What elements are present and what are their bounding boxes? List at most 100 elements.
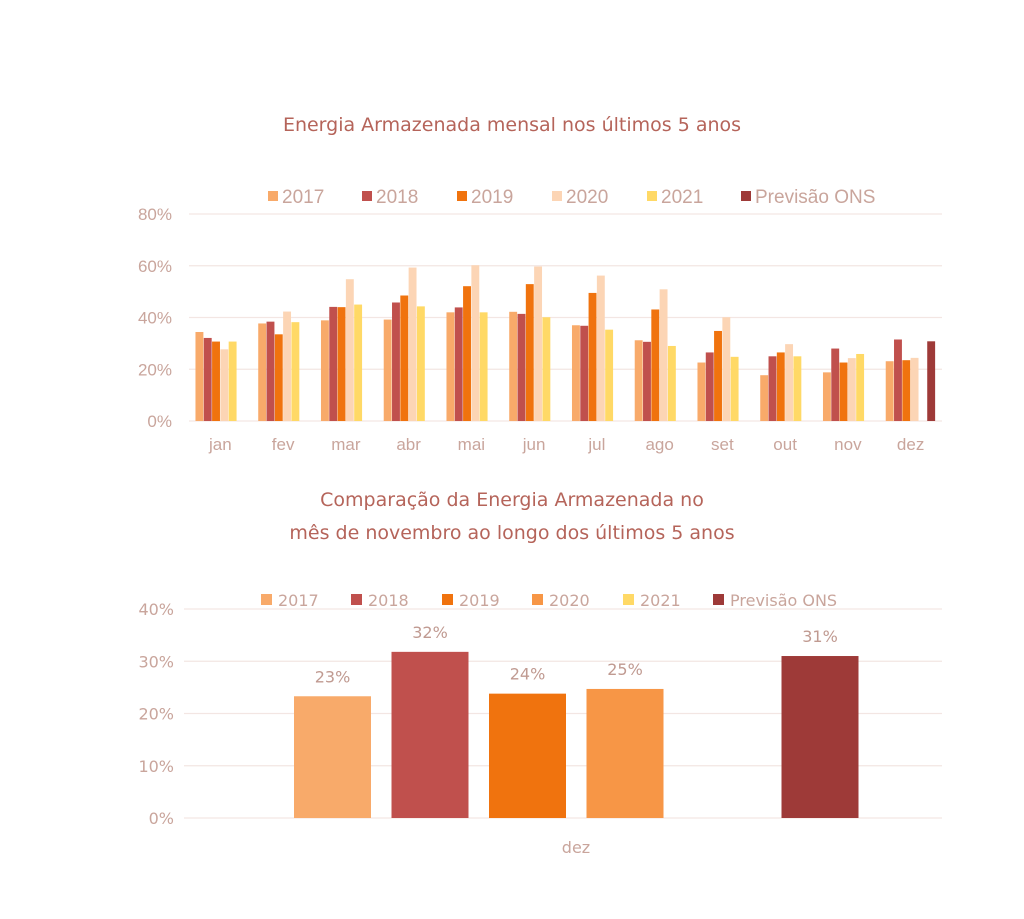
bar-2020-nov (847, 358, 856, 421)
legend-label: 2020 (566, 187, 608, 208)
y-tick-label: 30% (138, 652, 174, 671)
legend-label: Previsão ONS (730, 591, 837, 610)
bar-2020-ago (659, 289, 668, 421)
bar-2018-out (768, 356, 777, 421)
bar-2021-ago (667, 345, 676, 421)
bar-2021-set (730, 356, 739, 421)
legend-swatch (261, 594, 272, 605)
bar-2021-mar (354, 304, 363, 421)
comparison-chart: Comparação da Energia Armazenada no mês … (138, 489, 942, 857)
bar-2019-jan (212, 341, 220, 421)
comparison-chart-data-labels: 23% 32% 24% 25% 31% (315, 623, 838, 686)
bar-2020-mai (471, 265, 480, 421)
bar-2021-out (793, 356, 802, 421)
legend-item-2017: 2017 (261, 591, 319, 610)
bar-2021-nov (856, 353, 865, 421)
legend-item-2021: 2021 (647, 187, 703, 208)
y-tick-label: 20% (138, 705, 174, 724)
x-tick-label: dez (562, 838, 590, 857)
bar-2020-dez (910, 357, 919, 421)
x-tick-label: dez (897, 435, 924, 454)
bar-2018-jul (580, 325, 589, 421)
bar-2019-ago (651, 309, 660, 421)
y-tick-label: 0% (149, 809, 174, 828)
legend-item-2017: 2017 (268, 187, 324, 208)
legend-item-2020: 2020 (552, 187, 608, 208)
x-tick-label: fev (272, 435, 295, 454)
bar-2017-dez (885, 361, 894, 421)
legend-swatch (623, 594, 634, 605)
monthly-chart-gridlines (189, 213, 942, 422)
bar-2017-out (760, 375, 769, 421)
bar-2021-mai (479, 312, 488, 421)
bar-2017-mar (320, 320, 329, 421)
x-tick-label: mai (458, 435, 485, 454)
monthly-chart-title: Energia Armazenada mensal nos últimos 5 … (283, 114, 741, 136)
data-label-2019: 24% (510, 665, 546, 684)
legend-item-previs-o-ons: Previsão ONS (741, 187, 875, 208)
bar-2019 (489, 693, 566, 818)
monthly-chart-bars (195, 265, 936, 421)
data-label-previs-o-ons: 31% (802, 627, 838, 646)
bar-2021-jun (542, 317, 551, 421)
legend-label: 2019 (471, 187, 513, 208)
bar-2020-jul (596, 275, 605, 421)
bar-2020-mar (345, 279, 354, 421)
legend-swatch (532, 594, 543, 605)
bar-2017-mai (446, 312, 455, 421)
bar-2019-mai (463, 286, 471, 421)
comparison-chart-legend: 2017 2018 2019 2020 2021 Previsão ONS (261, 591, 837, 610)
comparison-chart-x-axis: dez (562, 838, 590, 857)
x-tick-label: nov (834, 435, 862, 454)
y-tick-label: 60% (138, 257, 172, 276)
bar-previs-o-ons (781, 656, 859, 818)
legend-label: 2019 (459, 591, 500, 610)
legend-label: 2018 (376, 187, 418, 208)
bar-2019-jul (588, 292, 597, 421)
bar-2021-jul (605, 329, 614, 421)
bar-2018-mai (454, 307, 463, 421)
bar-2020-out (785, 344, 794, 421)
monthly-chart-legend: 2017 2018 2019 2020 2021 Previsão ONS (268, 187, 875, 208)
x-tick-label: jul (587, 435, 605, 454)
legend-item-2019: 2019 (442, 591, 500, 610)
legend-item-2021: 2021 (623, 591, 681, 610)
legend-swatch (552, 191, 562, 201)
bar-2017-set (697, 362, 706, 421)
y-tick-label: 20% (138, 360, 172, 379)
legend-label: 2021 (661, 187, 703, 208)
x-tick-label: set (711, 435, 734, 454)
bar-2019-fev (274, 334, 283, 421)
legend-swatch (647, 191, 657, 201)
bar-2017-fev (258, 323, 267, 421)
bar-2018-set (705, 352, 714, 421)
bar-2018-ago (643, 341, 651, 421)
legend-label: 2020 (549, 591, 590, 610)
bar-2018-dez (894, 339, 902, 421)
bar-2021-jan (228, 341, 237, 421)
data-label-2020: 25% (607, 660, 643, 679)
bar-2017-abr (383, 319, 392, 421)
legend-label: 2017 (278, 591, 319, 610)
y-tick-label: 10% (138, 757, 174, 776)
monthly-chart: Energia Armazenada mensal nos últimos 5 … (138, 114, 942, 454)
bar-2020 (586, 688, 664, 818)
legend-label: Previsão ONS (755, 187, 875, 208)
legend-swatch (351, 594, 362, 605)
x-tick-label: abr (396, 435, 421, 454)
bar-previs-o-ons-dez (927, 341, 936, 421)
bar-2020-set (722, 317, 731, 421)
data-label-2018: 32% (412, 623, 448, 642)
legend-label: 2021 (640, 591, 681, 610)
bar-2017-jan (195, 331, 204, 421)
legend-swatch (268, 191, 278, 201)
bar-2017-jul (571, 325, 580, 421)
y-tick-label: 40% (138, 600, 174, 619)
comparison-chart-title-line1: Comparação da Energia Armazenada no (320, 489, 704, 511)
data-label-2017: 23% (315, 667, 351, 686)
bar-2019-dez (902, 360, 911, 421)
x-tick-label: ago (645, 435, 673, 454)
bar-2017-jun (509, 311, 518, 421)
x-tick-label: jan (208, 435, 232, 454)
x-tick-label: mar (331, 435, 361, 454)
